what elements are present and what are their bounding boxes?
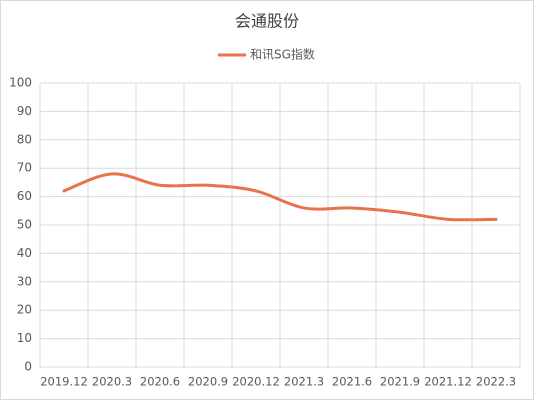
x-tick-label: 2020.6 — [140, 375, 180, 389]
x-tick-label: 2020.3 — [92, 375, 132, 389]
line-series — [62, 172, 498, 222]
y-tick-label: 100 — [9, 76, 32, 90]
x-tick-label: 2021.12 — [424, 375, 472, 389]
y-tick-label: 70 — [17, 161, 32, 175]
y-tick-label: 60 — [17, 189, 32, 203]
legend-label: 和讯SG指数 — [250, 47, 315, 62]
y-tick-label: 80 — [17, 132, 32, 146]
y-tick-label: 90 — [17, 104, 32, 118]
x-tick-label: 2020.12 — [232, 375, 280, 389]
x-tick-label: 2020.9 — [188, 375, 228, 389]
x-tick-label: 2022.3 — [476, 375, 516, 389]
x-tick-label: 2021.9 — [380, 375, 420, 389]
y-tick-label: 0 — [24, 360, 32, 374]
x-tick-label: 2021.6 — [332, 375, 372, 389]
x-tick-label: 2019.12 — [40, 375, 88, 389]
x-tick-label: 2021.3 — [284, 375, 324, 389]
chart-title: 会通股份 — [235, 12, 299, 31]
y-tick-label: 20 — [17, 303, 32, 317]
y-tick-label: 40 — [17, 246, 32, 260]
y-tick-label: 30 — [17, 274, 32, 288]
y-tick-label: 50 — [17, 218, 32, 232]
y-tick-label: 10 — [17, 331, 32, 345]
